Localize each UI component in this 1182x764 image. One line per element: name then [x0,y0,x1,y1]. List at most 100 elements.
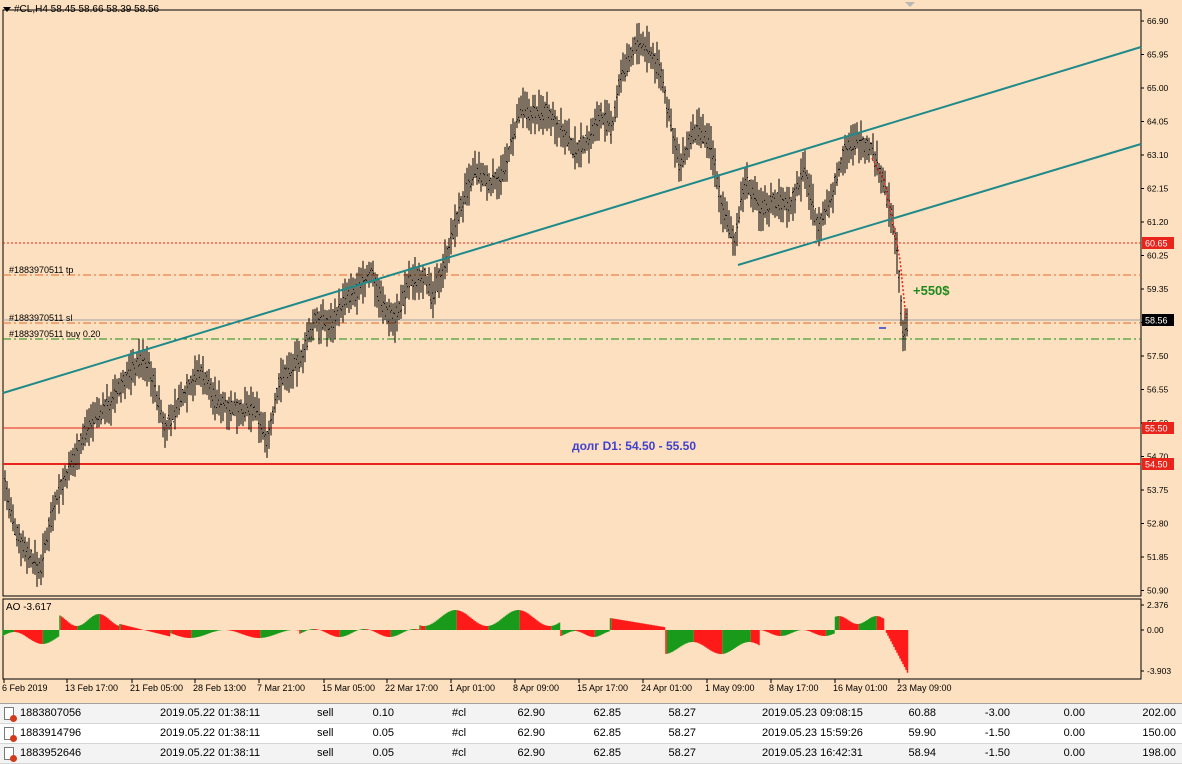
time-tick-label: 1 May 09:00 [705,683,755,693]
trade-sl: 62.85 [593,707,621,719]
trade-tp: 58.27 [668,727,696,739]
trade-type: sell [317,727,334,739]
chart-background [0,0,1182,703]
trade-row[interactable]: 1883914796 2019.05.22 01:38:11 sell 0.05 #cl… [0,724,1182,744]
time-tick-label: 7 Mar 21:00 [257,683,305,693]
price-tick-label: 66.90 [1147,16,1169,26]
time-tick-label: 13 Feb 17:00 [65,683,118,693]
channel-upper-line[interactable] [2,46,1142,394]
time-tick-label: 6 Feb 2019 [2,683,48,693]
time-tick-label: 8 May 17:00 [769,683,819,693]
trade-ticket: 1883914796 [20,727,82,739]
price-level-tag [1142,422,1174,434]
trade-symbol: #cl [452,747,467,759]
shift-marker-icon[interactable] [905,2,915,7]
order-ticket-icon [4,747,17,762]
trade-symbol: #cl [452,707,467,719]
time-tick-label: 15 Apr 17:00 [577,683,628,693]
price-level-tag-label: 60.65 [1145,239,1168,249]
ao-tick-label: -3.903 [1147,666,1171,676]
trade-type: sell [317,707,334,719]
trade-close-time: 2019.05.23 16:42:31 [762,747,863,759]
price-level-tag [1142,314,1174,326]
trade-size: 0.10 [372,707,394,719]
trade-open-time: 2019.05.22 01:38:11 [160,707,261,719]
trade-size: 0.05 [372,747,394,759]
chart-title-text: #CL,H4 58.45 58.66 58.39 58.56 [14,4,160,15]
price-candles [4,22,908,587]
trade-profit: 202.00 [1142,707,1176,719]
ao-pane-frame [2,598,1142,680]
price-tick-label: 62.15 [1147,184,1169,194]
order-ticket-icon [4,727,17,742]
price-tick-label: 54.70 [1147,452,1169,462]
price-level-tag [1142,458,1174,470]
channel-lower-line[interactable] [737,143,1142,266]
trade-tp: 58.27 [668,747,696,759]
ao-histogram-down [14,610,909,673]
price-tick-label: 59.35 [1147,284,1169,294]
price-tick-label: 53.75 [1147,485,1169,495]
ao-title: AO -3.617 [6,602,52,613]
price-level-tag [1142,237,1174,249]
trade-commission: -3.00 [984,707,1010,719]
trade-close-price: 58.94 [908,747,936,759]
price-tick-label: 65.95 [1147,50,1169,60]
price-tick-label: 56.55 [1147,385,1169,395]
time-tick-label: 28 Feb 13:00 [193,683,246,693]
trade-commission: -1.50 [984,727,1010,739]
trade-swap: 0.00 [1063,747,1085,759]
order-buy-label: #1883970511 buy 0.20 [9,329,101,339]
trade-ticket: 1883952646 [20,747,82,759]
chart-title: #CL,H4 58.45 58.66 58.39 58.56 [3,4,159,15]
order-tp-label: #1883970511 tp [9,265,74,275]
price-level-tag-label: 55.50 [1145,424,1168,434]
trade-size: 0.05 [372,727,394,739]
dropdown-triangle-icon[interactable] [3,6,11,12]
trade-swap: 0.00 [1063,707,1085,719]
trade-price: 62.90 [517,707,545,719]
debt-annotation: долг D1: 54.50 - 55.50 [572,439,696,453]
price-chart[interactable]: 66.90 65.95 65.00 64.05 63.10 62.15 61.20 60.25… [0,0,1182,703]
trade-commission: -1.50 [984,747,1010,759]
price-tick-label: 57.50 [1147,351,1169,361]
trade-close-price: 60.88 [908,707,936,719]
trade-close-time: 2019.05.23 15:59:26 [762,727,863,739]
trade-symbol: #cl [452,727,467,739]
time-tick-label: 21 Feb 05:00 [130,683,183,693]
trade-type: sell [317,747,334,759]
price-tick-label: 65.00 [1147,83,1169,93]
time-tick-label: 24 Apr 01:00 [641,683,692,693]
time-tick-label: 16 May 01:00 [833,683,888,693]
trade-open-time: 2019.05.22 01:38:11 [160,727,261,739]
price-tick-label: 61.20 [1147,217,1169,227]
price-level-tag-label: 54.50 [1145,460,1168,470]
price-tick-label: 50.90 [1147,586,1169,596]
time-tick-label: 23 May 09:00 [897,683,952,693]
trade-profit: 198.00 [1142,747,1176,759]
price-level-tag-label: 58.56 [1145,316,1168,326]
trade-close-price: 59.90 [908,727,936,739]
trade-close-time: 2019.05.23 09:08:15 [762,707,863,719]
price-tick-label: 63.10 [1147,150,1169,160]
trade-swap: 0.00 [1063,727,1085,739]
ao-tick-label: 2.376 [1147,600,1169,610]
trade-ticket: 1883807056 [20,707,82,719]
price-tick-label: 52.80 [1147,519,1169,529]
time-tick-label: 1 Apr 01:00 [449,683,495,693]
trade-price: 62.90 [517,747,545,759]
trade-open-time: 2019.05.22 01:38:11 [160,747,261,759]
trade-sl: 62.85 [593,727,621,739]
order-sl-label: #1883970511 sl [9,313,73,323]
trade-tp: 58.27 [668,707,696,719]
profit-annotation: +550$ [913,283,950,298]
order-ticket-icon [4,707,17,722]
price-tick-label: 64.05 [1147,117,1169,127]
trade-row[interactable]: 1883807056 2019.05.22 01:38:11 sell 0.10 #cl… [0,704,1182,724]
time-tick-label: 15 Mar 05:00 [322,683,375,693]
trade-row[interactable]: 1883952646 2019.05.22 01:38:11 sell 0.05 #cl… [0,744,1182,764]
trade-history-line [871,157,907,319]
trade-sl: 62.85 [593,747,621,759]
trades-table: 1883807056 2019.05.22 01:38:11 sell 0.10 #cl… [0,703,1182,764]
